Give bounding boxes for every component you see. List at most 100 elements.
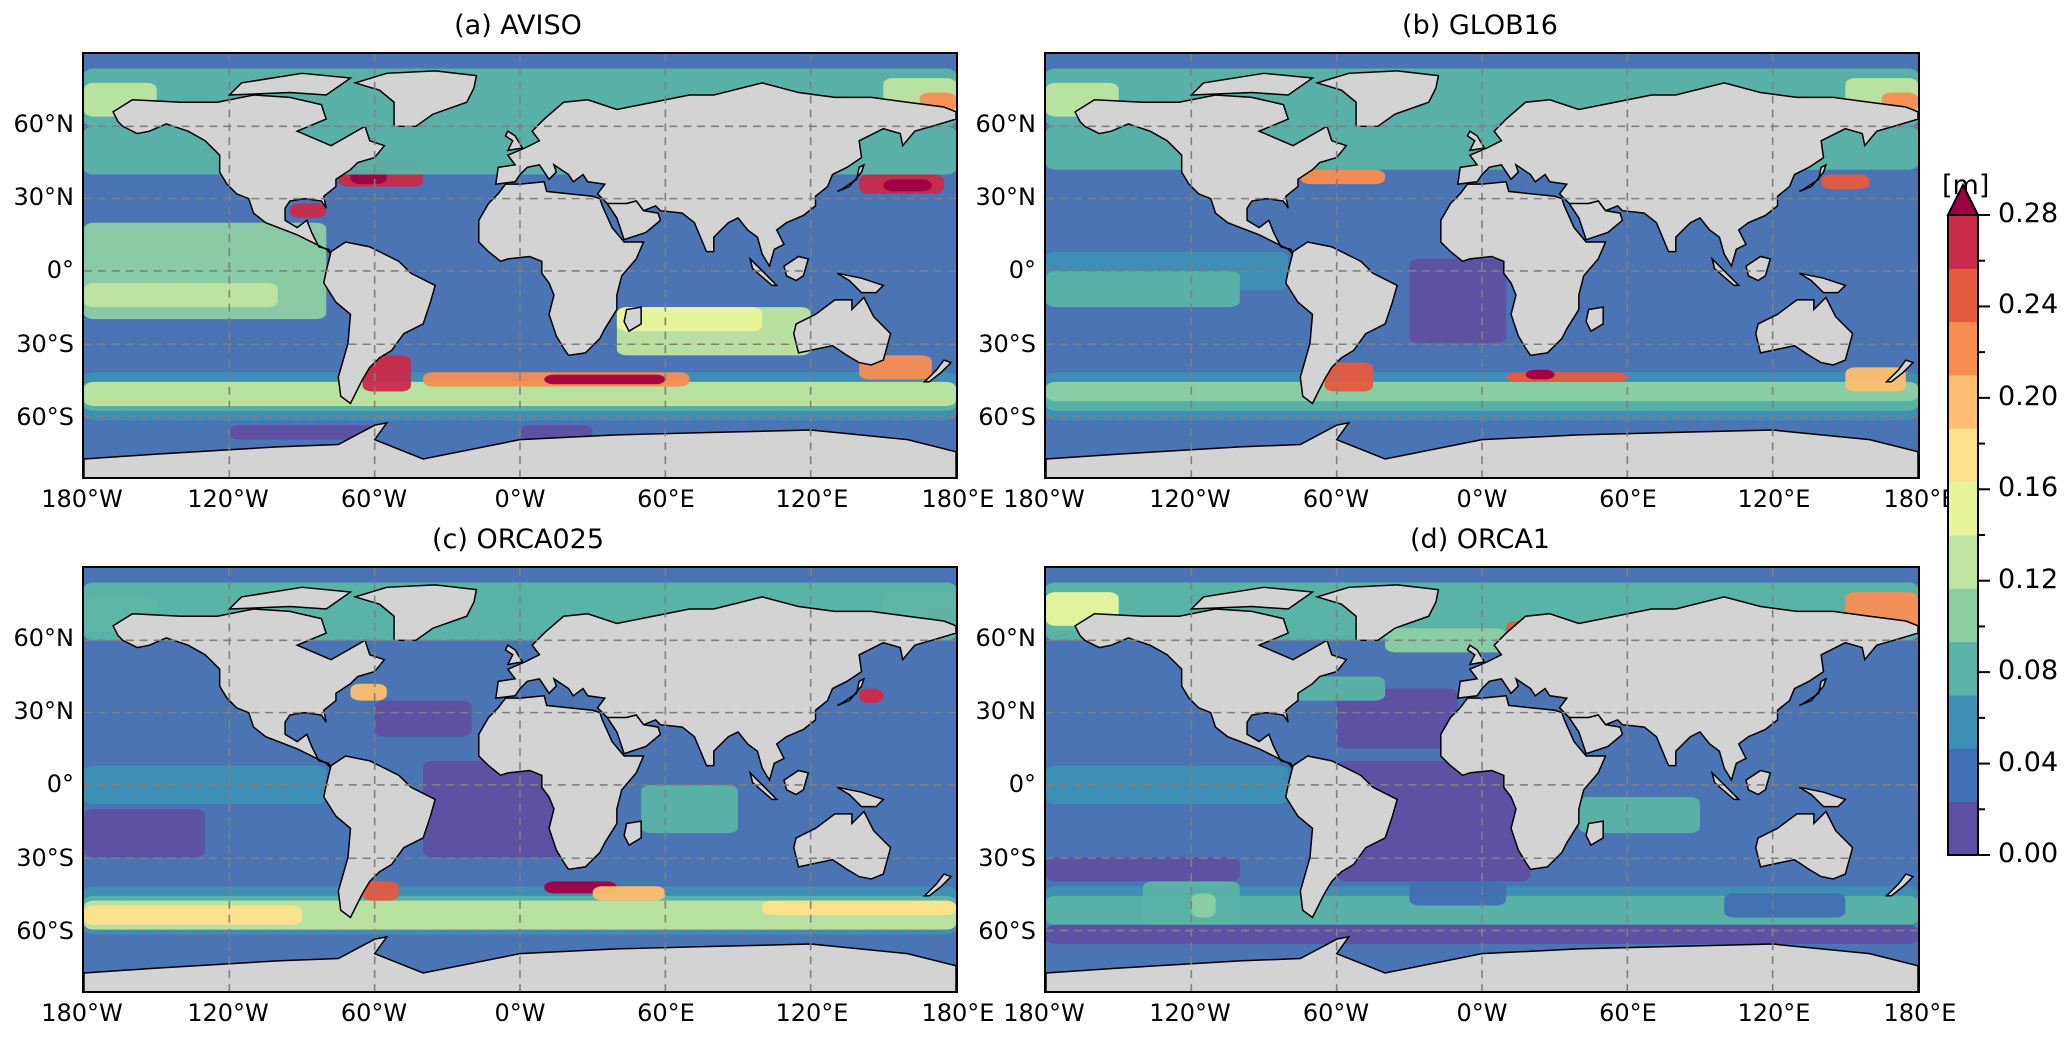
ocean-field-patch — [289, 203, 327, 218]
land-mass — [504, 644, 524, 666]
land-mass — [1189, 586, 1315, 610]
colorbar-tick-label: 0.24 — [1998, 289, 2059, 321]
longitude-tick-label: 180°W — [1003, 999, 1085, 1027]
land-mass — [112, 608, 386, 769]
ocean-field-patch — [641, 784, 738, 834]
land-mass — [1456, 596, 1918, 782]
map-frame — [1044, 52, 1920, 479]
latitude-tick-label: 30°S — [978, 330, 1036, 358]
land-mass — [1745, 769, 1772, 796]
land-mass — [352, 70, 478, 128]
land-mass — [792, 296, 892, 366]
land-mass — [837, 163, 866, 193]
colorbar-segment — [1948, 641, 1978, 696]
longitude-tick-label: 180°E — [921, 485, 995, 513]
ocean-field-patch — [1191, 893, 1216, 918]
ocean-field-patch — [84, 765, 327, 805]
land-mass — [1466, 130, 1486, 152]
ocean-field-patch — [1046, 895, 1918, 925]
longitude-tick-label: 120°W — [187, 999, 269, 1027]
longitude-tick-label: 60°E — [1599, 999, 1657, 1027]
land-mass — [494, 82, 956, 268]
longitude-tick-label: 120°W — [187, 485, 269, 513]
latitude-tick-label: 30°S — [16, 330, 74, 358]
colorbar-scale — [1946, 182, 1990, 856]
colorbar-segment — [1948, 321, 1978, 376]
land-mass — [1884, 359, 1915, 383]
latitude-tick-label: 30°N — [13, 183, 75, 211]
map-canvas — [84, 568, 956, 991]
longitude-tick-label: 60°E — [637, 999, 695, 1027]
colorbar-tick-label: 0.08 — [1998, 655, 2059, 687]
longitude-tick-label: 180°E — [1883, 999, 1957, 1027]
longitude-tick-label: 60°W — [340, 999, 408, 1027]
land-mass — [922, 359, 953, 383]
ocean-field-patch — [520, 425, 593, 440]
land-mass — [1567, 200, 1624, 241]
ocean-field-patch — [84, 809, 206, 858]
ocean-field-patch — [1821, 174, 1870, 189]
colorbar-tick-label: 0.16 — [1998, 472, 2059, 504]
land-mass — [1074, 608, 1348, 769]
ocean-field-patch — [859, 688, 884, 703]
colorbar-tick-label: 0.28 — [1998, 198, 2059, 229]
panel-title: (c) ORCA025 — [431, 524, 605, 555]
land-mass — [783, 255, 810, 282]
latitude-tick-label: 30°S — [978, 844, 1036, 872]
ocean-field-patch — [1578, 797, 1700, 834]
land-mass — [836, 272, 885, 294]
latitude-tick-label: 60°N — [13, 624, 75, 652]
land-mass — [494, 596, 956, 782]
land-mass — [1074, 94, 1348, 255]
land-mass — [1798, 272, 1847, 294]
map-canvas — [1046, 568, 1918, 991]
land-mass — [1799, 677, 1828, 707]
land-mass — [112, 94, 386, 255]
map-frame — [82, 52, 958, 479]
latitude-tick-label: 60°S — [978, 917, 1036, 945]
longitude-tick-label: 180°E — [921, 999, 995, 1027]
colorbar: [m] 0.28 0.24 0.20 0.16 0.12 0.08 0.04 0.00 — [1940, 170, 2067, 870]
ocean-field-patch — [1385, 628, 1507, 653]
colorbar-segment — [1948, 428, 1978, 483]
colorbar-tick-label: 0.00 — [1998, 838, 2059, 869]
longitude-tick-label: 120°W — [1149, 485, 1231, 513]
longitude-tick-label: 0°W — [494, 485, 546, 513]
land-mass — [1799, 163, 1828, 193]
land-mass — [748, 770, 779, 801]
ocean-field-patch — [1506, 372, 1628, 382]
map-frame — [82, 566, 958, 993]
longitude-tick-label: 180°W — [41, 999, 123, 1027]
colorbar-segment — [1948, 481, 1978, 536]
ocean-field-patch — [1724, 893, 1846, 918]
land-mass — [792, 810, 892, 880]
land-mass — [1466, 644, 1486, 666]
colorbar-extend-arrow — [1946, 182, 1980, 216]
land-mass — [1884, 873, 1915, 897]
latitude-tick-label: 0° — [1008, 256, 1036, 284]
ocean-field-patch — [544, 374, 666, 385]
ocean-field-patch — [592, 886, 666, 901]
map-canvas — [84, 54, 956, 477]
longitude-tick-label: 120°E — [1737, 485, 1811, 513]
ocean-field-patch — [883, 179, 932, 192]
longitude-tick-label: 60°E — [1599, 485, 1657, 513]
latitude-tick-label: 0° — [1008, 770, 1036, 798]
longitude-tick-label: 120°E — [1737, 999, 1811, 1027]
land-mass — [1710, 770, 1741, 801]
colorbar-segment — [1948, 535, 1978, 589]
longitude-tick-label: 60°W — [1302, 999, 1370, 1027]
longitude-tick-label: 180°E — [1883, 485, 1957, 513]
longitude-tick-label: 0°W — [1456, 999, 1508, 1027]
latitude-tick-label: 60°S — [16, 917, 74, 945]
land-mass — [1456, 82, 1918, 268]
land-mass — [1710, 256, 1741, 287]
colorbar-segment — [1948, 695, 1978, 749]
land-mass — [836, 786, 885, 808]
longitude-tick-label: 180°W — [41, 485, 123, 513]
land-mass — [1585, 820, 1604, 847]
colorbar-tick-label: 0.20 — [1998, 380, 2059, 412]
land-mass — [837, 677, 866, 707]
colorbar-segment — [1948, 588, 1978, 643]
panel-title: (a) AVISO — [454, 10, 582, 41]
